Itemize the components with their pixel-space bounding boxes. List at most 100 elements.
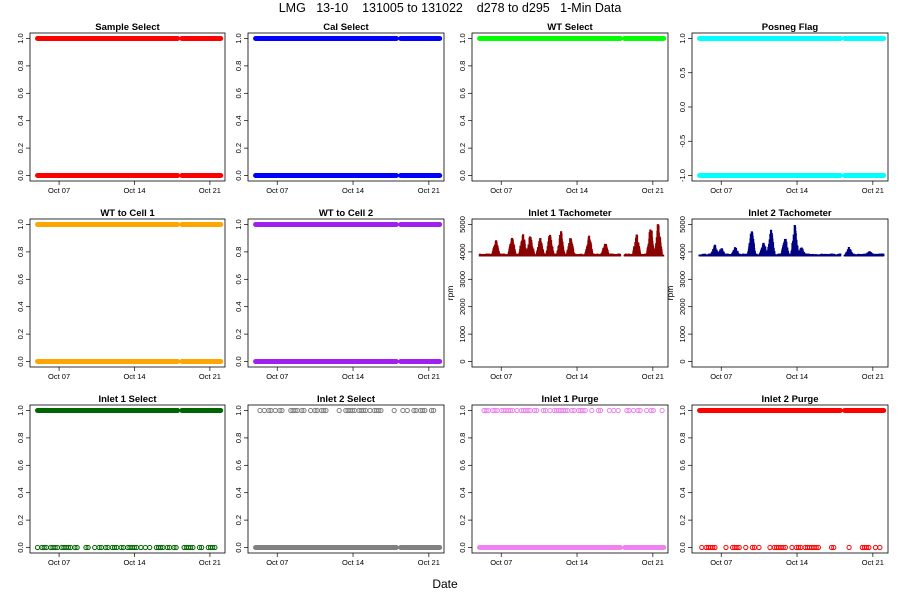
- x-tick-label: Oct 14: [566, 186, 588, 195]
- data-point: [507, 407, 513, 414]
- panel-title: Sample Select: [95, 22, 160, 33]
- data-point: [789, 544, 795, 551]
- data-point: [734, 544, 740, 551]
- data-point: [138, 544, 144, 551]
- x-tick-label: Oct 14: [786, 558, 808, 567]
- plot-frame: [29, 404, 226, 554]
- data-point: [212, 544, 218, 551]
- x-tick-label: Oct 14: [786, 186, 808, 195]
- y-tick-label: 0.2: [234, 143, 243, 153]
- panel-inlet-2-select: Inlet 2 Select 0.0 0.2 0.4 0.6 0.8 1.0 Oct 07 Oc…: [234, 394, 445, 567]
- data-point: [428, 407, 435, 414]
- x-tick-label: Oct 07: [48, 372, 70, 381]
- data-point: [569, 407, 575, 414]
- data-point: [767, 544, 773, 551]
- panel-cal-select: Cal Select 0.0 0.2 0.4 0.6 0.8 1.0 Oct 07 Oct 14…: [234, 22, 445, 195]
- y-tick-label: 0.4: [16, 115, 25, 125]
- data-point: [492, 407, 498, 414]
- data-point: [846, 544, 852, 551]
- data-point: [712, 544, 718, 551]
- data-point: [813, 544, 819, 551]
- y-tick-label: -0.5: [678, 135, 687, 148]
- plot-frame: [247, 218, 445, 368]
- y-tick-label: 0.0: [234, 170, 243, 180]
- panel-wt-to-cell-1: WT to Cell 1 0.0 0.2 0.4 0.6 0.8 1.0 Oct 07 Oct …: [16, 208, 226, 381]
- y-tick-label: 0: [678, 359, 687, 363]
- data-point: [723, 544, 729, 551]
- y-tick-label: 1.0: [16, 405, 25, 415]
- panel-inlet-1-purge: Inlet 1 Purge 0.0 0.2 0.4 0.6 0.8 1.0 Oct 07 Oct…: [458, 394, 669, 567]
- plot-frame: [471, 404, 669, 554]
- panel-title: Inlet 2 Purge: [761, 394, 818, 405]
- data-point: [336, 407, 342, 414]
- data-point: [756, 544, 762, 551]
- x-tick-label: Oct 07: [710, 186, 732, 195]
- data-point: [644, 407, 650, 414]
- data-point: [795, 544, 802, 551]
- data-point: [815, 544, 821, 551]
- y-tick-label: 0.4: [678, 487, 687, 497]
- data-point: [648, 407, 654, 414]
- y-tick-label: 0.4: [234, 487, 243, 497]
- y-tick-label: 3000: [458, 271, 467, 288]
- data-point: [483, 407, 489, 414]
- x-tick-label: Oct 21: [642, 558, 664, 567]
- plot-frame: [247, 404, 445, 554]
- panel-inlet-2-tachometer: Inlet 2 Tachometer 0 1000 2000 3000 4000 5000 r…: [665, 208, 889, 381]
- data-point: [266, 407, 272, 414]
- plot-frame: [471, 32, 669, 182]
- x-tick-label: Oct 07: [710, 372, 732, 381]
- x-tick-label: Oct 07: [490, 372, 512, 381]
- x-tick-label: Oct 07: [490, 186, 512, 195]
- x-tick-label: Oct 14: [566, 558, 588, 567]
- y-tick-label: 0.6: [16, 460, 25, 470]
- data-point: [52, 544, 58, 551]
- y-tick-label: 1.0: [678, 33, 687, 43]
- y-tick-label: 4000: [458, 244, 467, 261]
- y-tick-label: 0.0: [458, 170, 467, 180]
- data-point: [831, 544, 837, 551]
- y-tick-label: 0.0: [234, 542, 243, 552]
- y-axis-label: rpm: [445, 286, 455, 301]
- data-point: [659, 407, 665, 414]
- y-tick-label: 0.2: [16, 329, 25, 339]
- y-tick-label: 0.4: [458, 487, 467, 497]
- data-point: [72, 544, 78, 551]
- data-point: [872, 544, 879, 551]
- data-point: [531, 407, 538, 414]
- data-point: [630, 407, 637, 414]
- data-point: [589, 407, 595, 414]
- data-point: [864, 544, 870, 551]
- plot-frame: [471, 218, 669, 368]
- x-tick-label: Oct 14: [123, 372, 145, 381]
- y-tick-label: 1000: [458, 326, 467, 343]
- data-point: [582, 407, 588, 414]
- y-tick-label: 1.0: [458, 405, 467, 415]
- y-tick-label: 0.4: [16, 487, 25, 497]
- y-tick-label: 4000: [678, 244, 687, 261]
- data-point: [111, 544, 118, 551]
- plot-frame: [29, 32, 226, 182]
- data-point: [103, 544, 109, 551]
- panel-inlet-1-tachometer: Inlet 1 Tachometer 0 1000 2000 3000 4000 5000 r…: [445, 208, 669, 381]
- y-tick-label: 0.0: [678, 102, 687, 112]
- data-point: [780, 544, 786, 551]
- data-point: [210, 544, 216, 551]
- y-tick-label: 0.0: [678, 542, 687, 552]
- y-axis-label: rpm: [665, 286, 675, 301]
- panel-title: WT to Cell 2: [319, 208, 373, 219]
- panel-wt-to-cell-2: WT to Cell 2 0.0 0.2 0.4 0.6 0.8 1.0 Oct 07 Oct …: [234, 208, 445, 381]
- y-tick-label: 0.2: [458, 143, 467, 153]
- data-point: [637, 407, 643, 414]
- y-tick-label: 2000: [678, 298, 687, 315]
- panel-title: Posneg Flag: [762, 22, 819, 33]
- data-point: [34, 544, 41, 551]
- data-point: [158, 544, 164, 551]
- data-point: [635, 407, 641, 414]
- x-tick-label: Oct 14: [786, 372, 808, 381]
- data-point: [85, 544, 91, 551]
- panel-title: Inlet 1 Tachometer: [528, 208, 612, 219]
- data-point: [866, 544, 872, 551]
- y-tick-label: 0.2: [234, 515, 243, 525]
